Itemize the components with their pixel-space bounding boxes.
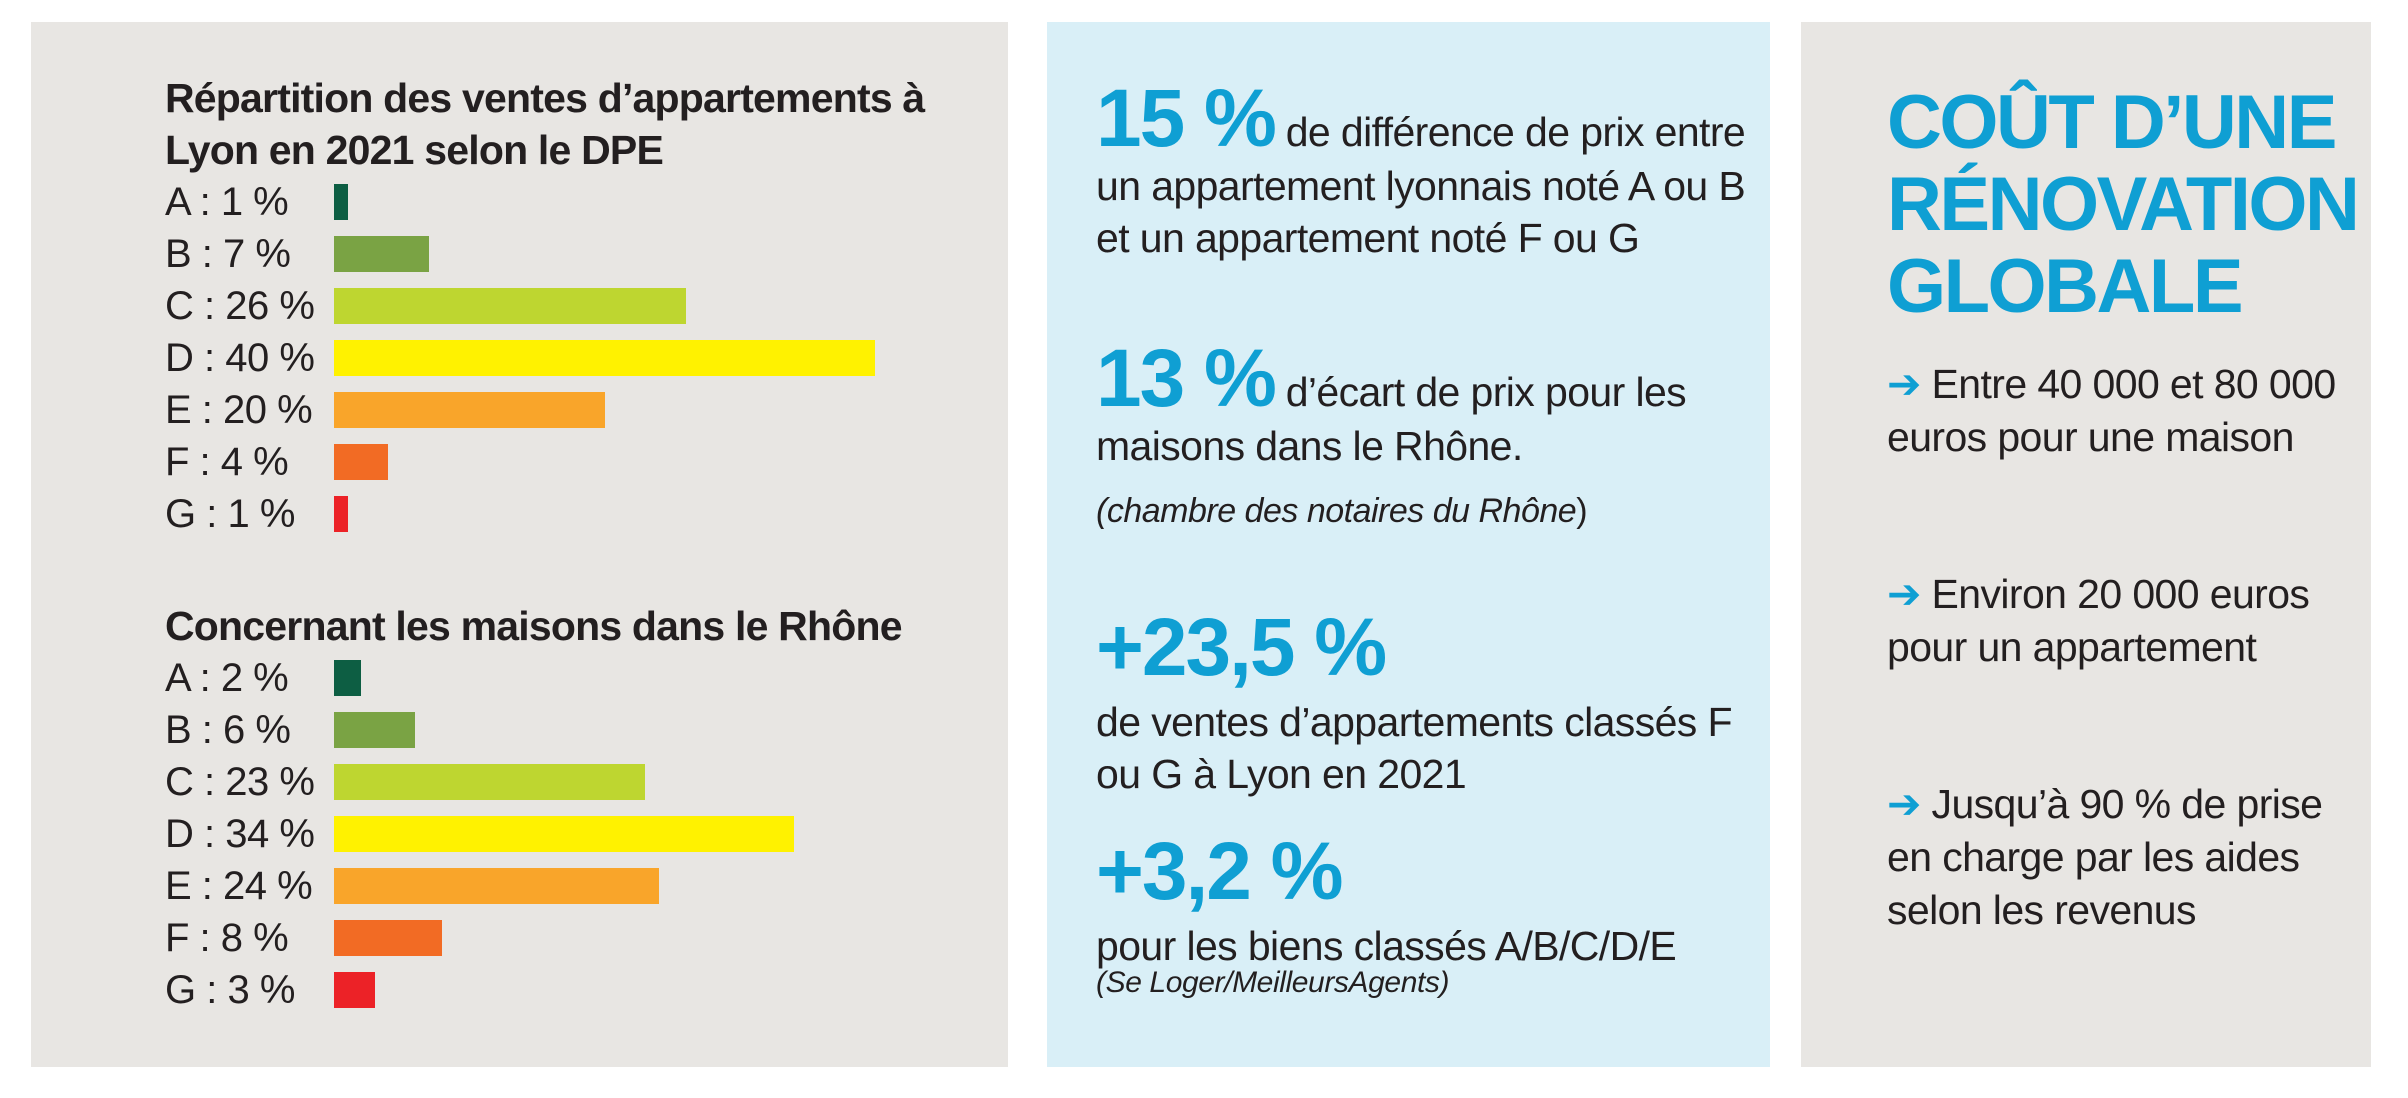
apartments-bars: A : 1 % B : 7 % C : 26 % D : 40 % E : 20 % F … [165, 176, 985, 540]
stat-price-difference-value: 15 % [1096, 73, 1277, 164]
stat-price-difference: 15 % de différence de prix entre un appa… [1096, 78, 1756, 264]
bar-label-e: E : 24 % [165, 864, 313, 908]
renovation-item-aid: ➔ Jusqu’à 90 % de prise en charge par le… [1887, 778, 2357, 937]
source-notaires-close: ) [1576, 492, 1588, 530]
bar-row-f: F : 8 % [165, 912, 985, 964]
bar-label-f: F : 4 % [165, 440, 289, 484]
bar-row-b: B : 6 % [165, 704, 985, 756]
bar-row-e: E : 24 % [165, 860, 985, 912]
bar-d [334, 340, 875, 376]
bar-f [334, 920, 443, 956]
bar-row-c: C : 26 % [165, 280, 985, 332]
bar-b [334, 712, 416, 748]
stat-houses-gap: 13 % d’écart de prix pour les maisons da… [1096, 338, 1756, 472]
bar-label-f: F : 8 % [165, 916, 289, 960]
renovation-cost-title: COÛT D’UNE RÉNOVATION GLOBALE [1887, 80, 2360, 329]
renovation-item-apartment-text: Environ 20 000 euros pour un appartement [1887, 571, 2310, 670]
bar-row-c: C : 23 % [165, 756, 985, 808]
stat-abcde-sales: +3,2 % pour les biens classés A/B/C/D/E [1096, 824, 1756, 972]
bar-row-g: G : 3 % [165, 964, 985, 1016]
bar-b [334, 236, 429, 272]
bar-a [334, 660, 362, 696]
bar-row-g: G : 1 % [165, 488, 985, 540]
stat-fg-sales: +23,5 % de ventes d’appartements classés… [1096, 600, 1756, 800]
stat-houses-gap-text: d’écart de prix pour les maisons dans le… [1096, 369, 1687, 469]
bar-row-d: D : 40 % [165, 332, 985, 384]
bar-row-f: F : 4 % [165, 436, 985, 488]
houses-dpe-chart: Concernant les maisons dans le Rhône A :… [165, 600, 985, 1016]
arrow-right-icon: ➔ [1887, 361, 1921, 407]
stat-price-difference-text: de différence de prix entre un apparteme… [1096, 109, 1746, 261]
stat-houses-gap-value: 13 % [1096, 333, 1277, 424]
bar-row-d: D : 34 % [165, 808, 985, 860]
arrow-right-icon: ➔ [1887, 781, 1921, 827]
stat-abcde-sales-value: +3,2 % [1096, 826, 1344, 917]
bar-label-d: D : 40 % [165, 336, 315, 380]
houses-bars: A : 2 % B : 6 % C : 23 % D : 34 % E : 24 % F … [165, 652, 985, 1016]
stat-fg-sales-text: de ventes d’appartements classés F ou G … [1096, 699, 1733, 797]
key-figures-panel: 15 % de différence de prix entre un appa… [1047, 22, 1770, 1067]
renovation-cost-panel: COÛT D’UNE RÉNOVATION GLOBALE ➔ Entre 40… [1801, 22, 2371, 1067]
bar-label-d: D : 34 % [165, 812, 315, 856]
bar-label-b: B : 6 % [165, 708, 291, 752]
dpe-charts-panel: Répartition des ventes d’appartements à … [31, 22, 1008, 1067]
apartments-dpe-chart: Répartition des ventes d’appartements à … [165, 72, 985, 540]
bar-row-a: A : 1 % [165, 176, 985, 228]
bar-label-b: B : 7 % [165, 232, 291, 276]
bar-label-c: C : 26 % [165, 284, 315, 328]
bar-label-a: A : 1 % [165, 180, 289, 224]
bar-label-c: C : 23 % [165, 760, 315, 804]
renovation-item-house: ➔ Entre 40 000 et 80 000 euros pour une … [1887, 358, 2357, 464]
bar-label-e: E : 20 % [165, 388, 313, 432]
bar-e [334, 392, 605, 428]
bar-row-b: B : 7 % [165, 228, 985, 280]
bar-a [334, 184, 348, 220]
renovation-item-apartment: ➔ Environ 20 000 euros pour un apparteme… [1887, 568, 2357, 674]
bar-d [334, 816, 794, 852]
source-seloger: (Se Loger/MeilleursAgents) [1096, 966, 1450, 999]
bar-g [334, 972, 375, 1008]
source-notaires-text: (chambre des notaires du Rhône [1096, 492, 1577, 530]
bar-e [334, 868, 659, 904]
arrow-right-icon: ➔ [1887, 571, 1921, 617]
bar-f [334, 444, 389, 480]
bar-label-g: G : 3 % [165, 968, 295, 1012]
renovation-item-house-text: Entre 40 000 et 80 000 euros pour une ma… [1887, 361, 2336, 460]
bar-c [334, 288, 686, 324]
source-notaires: (chambre des notaires du Rhône) [1096, 492, 1588, 531]
renovation-item-aid-text: Jusqu’à 90 % de prise en charge par les … [1887, 781, 2323, 933]
bar-row-e: E : 20 % [165, 384, 985, 436]
bar-g [334, 496, 348, 532]
bar-c [334, 764, 646, 800]
houses-chart-title: Concernant les maisons dans le Rhône [165, 603, 903, 649]
stat-abcde-sales-text: pour les biens classés A/B/C/D/E [1096, 923, 1677, 969]
bar-label-g: G : 1 % [165, 492, 295, 536]
stat-fg-sales-value: +23,5 % [1096, 602, 1387, 693]
bar-row-a: A : 2 % [165, 652, 985, 704]
bar-label-a: A : 2 % [165, 656, 289, 700]
apartments-chart-title: Répartition des ventes d’appartements à … [165, 75, 925, 173]
